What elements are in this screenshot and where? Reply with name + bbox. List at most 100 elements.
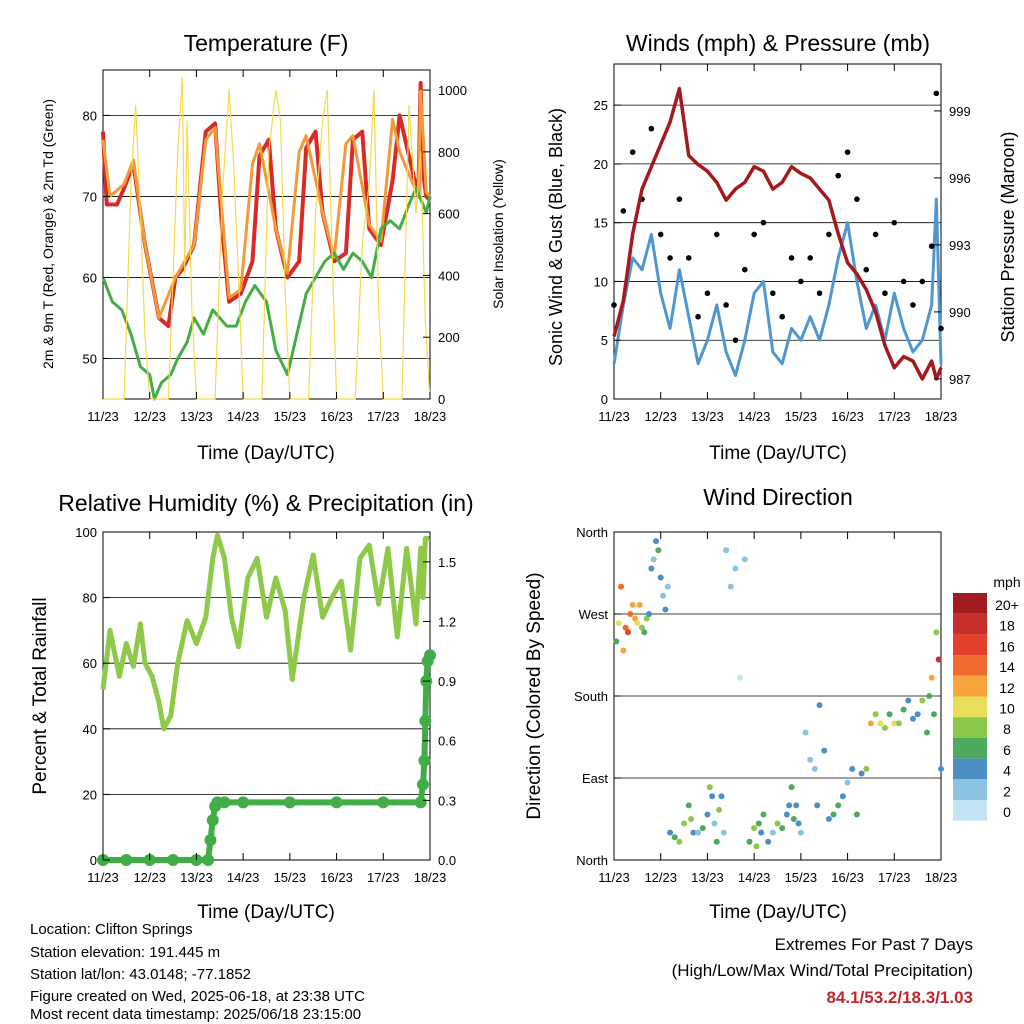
direction-point [662, 606, 669, 613]
direction-grid [614, 531, 941, 861]
x-tick-label: 12/23 [644, 870, 677, 885]
x-tick-label: 17/23 [367, 870, 400, 885]
humidity-x-axis-label: Time (Day/UTC) [197, 902, 335, 923]
temperature-grid [103, 114, 430, 359]
y2-tick-label: 200 [438, 330, 460, 345]
direction-point [671, 834, 678, 841]
direction-left-ticks: North East South West North [574, 525, 621, 868]
gust-point [695, 313, 701, 320]
x-tick-label: 16/23 [831, 870, 864, 885]
legend-label: 4 [1003, 763, 1011, 779]
x-tick-label: 11/23 [598, 870, 630, 885]
direction-point [926, 693, 933, 699]
gust-point [704, 290, 711, 297]
y-tick-label: 10 [594, 274, 608, 289]
legend-swatch [953, 758, 987, 780]
temperature-time-ticks: 11/23 12/23 13/23 14/23 15/23 16/23 17/23 18/23 [87, 70, 446, 424]
direction-point [849, 765, 856, 772]
y2-tick-label: 1.2 [438, 614, 456, 629]
legend-label: 20+ [995, 597, 1019, 613]
x-tick-label: 16/23 [831, 409, 864, 424]
direction-point [881, 724, 888, 731]
direction-point [935, 656, 942, 663]
direction-point [821, 747, 828, 754]
x-tick-label: 11/23 [87, 870, 119, 885]
y-tick-label: 25 [594, 98, 608, 113]
gust-point [919, 278, 926, 285]
direction-point [695, 829, 702, 836]
legend-label: 16 [999, 638, 1015, 654]
y-tick-label: 40 [83, 722, 97, 737]
direction-point [765, 838, 772, 845]
winds-left-ticks: 0 5 10 15 20 25 [594, 98, 621, 407]
y-tick-label: West [579, 607, 609, 622]
rainfall-point [416, 778, 429, 791]
x-tick-label: 18/23 [925, 870, 958, 885]
temperature-right-ticks: 0 200 400 600 800 1000 [423, 83, 467, 407]
direction-point [844, 779, 851, 786]
direction-point [627, 611, 634, 617]
direction-point [660, 592, 667, 599]
legend-label: 10 [999, 701, 1015, 717]
y-tick-label: 15 [594, 216, 608, 231]
direction-point [746, 838, 753, 845]
y2-tick-label: 0.0 [438, 853, 456, 868]
x-tick-label: 14/23 [227, 409, 260, 424]
2m-td-line [101, 186, 432, 401]
y-tick-label: 20 [83, 787, 97, 802]
x-tick-label: 12/23 [133, 870, 166, 885]
rainfall-point [283, 796, 296, 809]
gust-point [928, 243, 935, 249]
winds-lines [611, 86, 944, 381]
y2-tick-label: 600 [438, 207, 460, 222]
direction-point [655, 547, 662, 554]
created-text: Figure created on Wed, 2025-06-18, at 23… [30, 988, 365, 1005]
direction-point [853, 811, 860, 818]
direction-point [699, 825, 706, 832]
legend-swatch [953, 613, 987, 635]
gust-point [844, 149, 851, 155]
direction-point [863, 765, 870, 772]
legend-swatch [953, 593, 987, 614]
direction-point [613, 638, 620, 645]
x-tick-label: 12/23 [644, 409, 677, 424]
relative-humidity-line [100, 532, 430, 732]
legend-label: 6 [1003, 742, 1011, 758]
direction-point [933, 629, 940, 636]
direction-point [620, 647, 627, 654]
station-pressure-line [612, 86, 943, 381]
gust-point [816, 290, 823, 297]
direction-point [664, 583, 671, 590]
direction-point [755, 820, 762, 827]
gust-point [835, 172, 842, 179]
gust-point [882, 290, 888, 297]
gust-point [629, 149, 636, 155]
rainfall-point [167, 854, 180, 866]
legend-swatch [953, 717, 987, 738]
winds-right-ticks: 987 990 993 996 999 [934, 104, 971, 387]
x-tick-label: 15/23 [785, 870, 818, 885]
humidity-left-ticks: 0 20 40 60 80 100 [75, 525, 110, 868]
direction-point [760, 811, 767, 818]
elevation-text: Station elevation: 191.445 m [30, 944, 221, 961]
winds-right-axis-label: Station Pressure (Maroon) [998, 131, 1018, 342]
y2-tick-label: 987 [949, 372, 971, 387]
gust-point [938, 325, 944, 332]
rainfall-point [424, 649, 436, 662]
direction-point [727, 583, 734, 590]
rainfall-point [204, 834, 217, 847]
y-tick-label: 5 [601, 333, 608, 348]
direction-point [758, 829, 765, 836]
winds-panel: Winds (mph) & Pressure (mb) 0 5 10 15 20 25 9… [546, 30, 1018, 464]
x-tick-label: 11/23 [598, 409, 630, 424]
rainfall-point [419, 714, 432, 727]
y-tick-label: East [582, 771, 608, 786]
y2-tick-label: 0.6 [438, 734, 456, 749]
rainfall-point [202, 854, 215, 866]
direction-point [653, 538, 660, 545]
direction-point [646, 611, 653, 617]
direction-point [648, 565, 655, 572]
y-tick-label: 0 [601, 392, 608, 407]
direction-point [793, 802, 800, 809]
